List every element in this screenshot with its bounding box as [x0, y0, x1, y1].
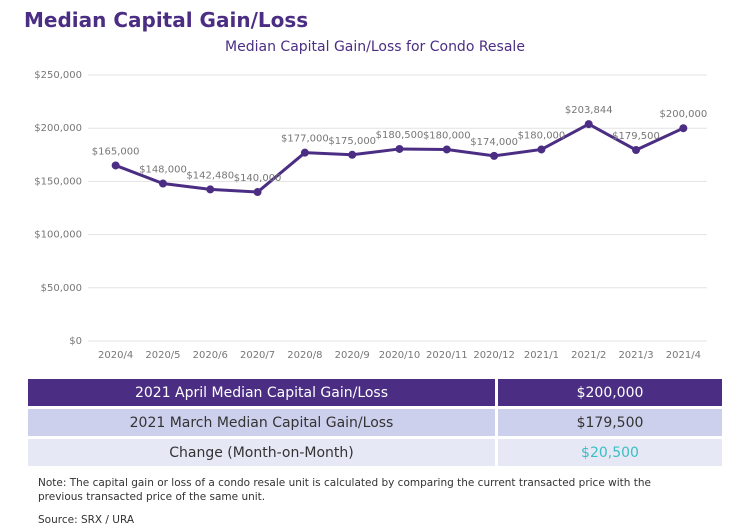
- table-cell: $20,500: [495, 439, 722, 466]
- x-tick-label: 2020/10: [379, 350, 421, 361]
- summary-table: 2021 April Median Capital Gain/Loss $200,…: [28, 376, 722, 469]
- point: [348, 150, 357, 159]
- point: [442, 145, 451, 154]
- data-label: $200,000: [659, 109, 707, 120]
- data-label: $203,844: [565, 105, 613, 116]
- table-cell: $179,500: [495, 409, 722, 436]
- data-label: $165,000: [92, 146, 140, 157]
- data-label: $179,500: [612, 131, 660, 142]
- chart: Median Capital Gain/Loss for Condo Resal…: [34, 39, 707, 361]
- data-label: $175,000: [328, 136, 376, 147]
- data-label: $142,480: [186, 170, 234, 181]
- y-tick-label: $100,000: [34, 230, 82, 241]
- x-tick-label: 2020/8: [287, 350, 322, 361]
- x-tick-label: 2020/11: [426, 350, 468, 361]
- data-label: $140,000: [234, 173, 282, 184]
- point: [632, 146, 641, 155]
- point: [300, 148, 309, 157]
- point: [206, 185, 215, 194]
- table-row: Change (Month-on-Month) $20,500: [28, 439, 722, 466]
- table-row: 2021 March Median Capital Gain/Loss $179,…: [28, 409, 722, 436]
- y-tick-label: $200,000: [34, 123, 82, 134]
- data-label: $180,500: [376, 130, 424, 141]
- data-label: $177,000: [281, 134, 329, 145]
- data-label: $180,000: [518, 130, 566, 141]
- y-tick-label: $250,000: [34, 70, 82, 81]
- y-tick-label: $150,000: [34, 176, 82, 187]
- x-tick-label: 2021/1: [524, 350, 559, 361]
- table-cell: Change (Month-on-Month): [28, 439, 495, 466]
- point: [395, 144, 404, 153]
- point: [253, 188, 262, 197]
- page-title: Median Capital Gain/Loss: [24, 8, 309, 32]
- x-tick-label: 2020/12: [473, 350, 515, 361]
- y-tick-label: $50,000: [41, 283, 82, 294]
- data-label: $180,000: [423, 130, 471, 141]
- table-row: 2021 April Median Capital Gain/Loss $200,…: [28, 379, 722, 406]
- table-cell: 2021 April Median Capital Gain/Loss: [28, 379, 495, 406]
- point: [537, 145, 546, 154]
- x-tick-label: 2020/9: [335, 350, 370, 361]
- y-tick-label: $0: [69, 336, 82, 347]
- chart-title: Median Capital Gain/Loss for Condo Resal…: [225, 39, 525, 55]
- table-cell: $200,000: [495, 379, 722, 406]
- point: [679, 124, 688, 133]
- note: Note: The capital gain or loss of a cond…: [38, 477, 651, 503]
- x-tick-label: 2021/4: [666, 350, 701, 361]
- point: [111, 161, 120, 170]
- point: [584, 120, 593, 129]
- x-tick-label: 2020/6: [193, 350, 228, 361]
- x-tick-label: 2020/7: [240, 350, 275, 361]
- source: Source: SRX / URA: [38, 514, 135, 526]
- point: [158, 179, 167, 188]
- x-tick-label: 2020/5: [145, 350, 180, 361]
- point: [490, 151, 499, 160]
- table-cell: 2021 March Median Capital Gain/Loss: [28, 409, 495, 436]
- x-tick-label: 2020/4: [98, 350, 133, 361]
- x-tick-label: 2021/2: [571, 350, 606, 361]
- x-tick-label: 2021/3: [618, 350, 653, 361]
- data-label: $148,000: [139, 165, 187, 176]
- data-label: $174,000: [470, 137, 518, 148]
